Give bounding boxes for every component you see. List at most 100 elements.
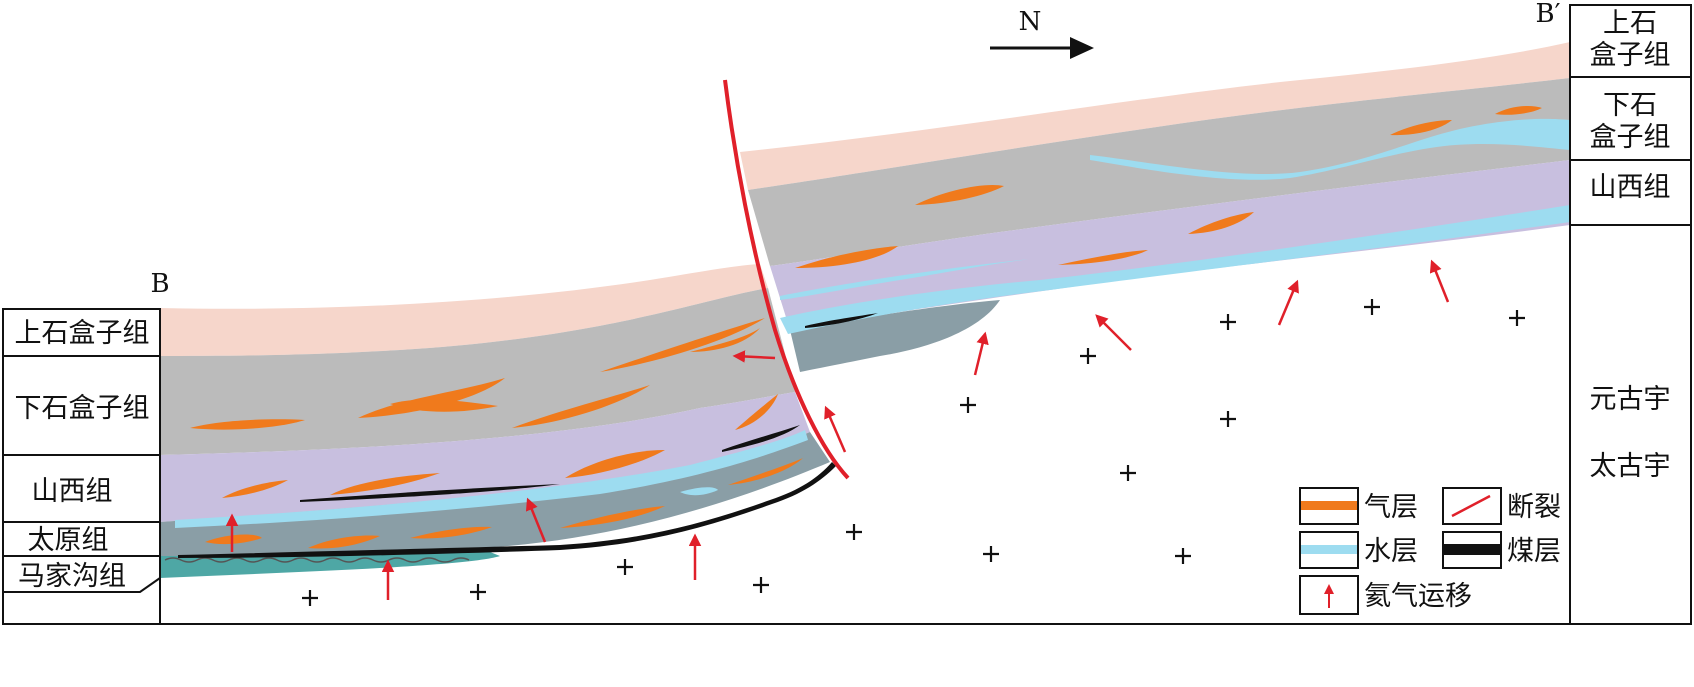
lower-shihezi-layer-left	[160, 288, 795, 455]
basement-cross	[617, 559, 633, 575]
coal-layers	[178, 313, 878, 558]
legend-label-water-layer: 水层	[1364, 536, 1418, 567]
migration-arrow	[824, 405, 847, 453]
water-layer-left	[175, 430, 808, 528]
water-layer-right-lower	[780, 205, 1570, 334]
legend-label-fault: 断裂	[1507, 492, 1561, 523]
legend-item-water-layer: 水层	[1299, 531, 1418, 569]
right-block-strata	[740, 42, 1570, 372]
gas-lens	[410, 526, 492, 539]
migration-arrow	[1429, 259, 1450, 303]
left-column-labels: 上石盒子组 下石盒子组 山西组 太原组 马家沟组	[15, 318, 150, 592]
left-block-strata	[160, 264, 830, 578]
right-column-labels: 上石 盒子组 下石 盒子组 山西组 元古宇 太古宇	[1590, 8, 1671, 482]
helium-migration-arrows	[225, 259, 1450, 600]
endpoint-label-left: B	[150, 269, 169, 299]
legend-item-fault: 断裂	[1442, 487, 1561, 525]
shanxi-layer-left	[160, 392, 810, 522]
legend-label-helium-migration: 氦气运移	[1364, 581, 1472, 612]
gas-lens	[222, 480, 288, 498]
legend: 气层 断裂 水层 煤层 氦气运移	[1299, 487, 1561, 615]
endpoint-label-right: B′	[1535, 0, 1560, 29]
upper-shihezi-layer-left	[160, 264, 768, 356]
migration-arrow	[1277, 279, 1299, 326]
left-unit-label-upper-shihezi: 上石盒子组	[15, 318, 150, 349]
right-unit-label-upper-shihezi-2: 盒子组	[1590, 40, 1671, 71]
right-basement-label-2: 太古宇	[1590, 451, 1671, 482]
migration-arrow	[525, 497, 547, 543]
left-unit-label-lower-shihezi: 下石盒子组	[15, 393, 150, 424]
coal-layer	[722, 425, 800, 452]
gas-lens	[795, 246, 898, 268]
legend-swatch-fault	[1451, 494, 1491, 518]
gas-lens	[560, 506, 665, 528]
right-unit-label-upper-shihezi-1: 上石	[1603, 8, 1657, 39]
basement-cross	[1120, 465, 1136, 481]
left-unit-label-majiagou: 马家沟组	[18, 561, 126, 592]
legend-item-gas-layer: 气层	[1299, 487, 1418, 525]
fault-line	[723, 79, 850, 480]
north-label: N	[1019, 7, 1042, 37]
taiyuan-layer-left	[160, 432, 830, 556]
migration-arrow	[973, 331, 989, 376]
basement-cross	[470, 584, 486, 600]
right-strat-column	[160, 4, 1692, 625]
gas-lens	[600, 318, 765, 372]
north-arrow: N	[990, 7, 1094, 59]
left-strat-column	[2, 308, 161, 625]
gas-lens	[735, 394, 778, 430]
basement-cross	[1175, 548, 1191, 564]
right-column-frame	[1569, 4, 1692, 625]
migration-arrow	[732, 350, 776, 363]
taiyuan-layer-right	[790, 300, 1000, 372]
gas-lens	[358, 378, 505, 418]
right-unit-label-lower-shihezi-1: 下石	[1603, 90, 1657, 121]
north-arrow-head	[1070, 37, 1094, 59]
gas-lens	[1495, 106, 1542, 115]
coal-layer	[805, 313, 878, 328]
legend-label-coal-layer: 煤层	[1507, 536, 1561, 567]
gas-lens	[330, 473, 440, 495]
basement-cross	[846, 524, 862, 540]
gas-lens	[1390, 120, 1452, 136]
water-layer-right-upper	[1090, 118, 1570, 180]
basement-cross	[1364, 299, 1380, 315]
basement-cross	[960, 397, 976, 413]
gas-lens	[1188, 212, 1254, 234]
right-basement-label-1: 元古宇	[1590, 384, 1671, 415]
left-unit-label-taiyuan: 太原组	[28, 525, 109, 556]
gas-lens	[1058, 250, 1148, 265]
basement-cross	[983, 546, 999, 562]
gas-lens	[565, 450, 665, 478]
legend-label-gas-layer: 气层	[1364, 492, 1418, 523]
upper-shihezi-layer-right	[740, 42, 1570, 190]
right-unit-label-lower-shihezi-2: 盒子组	[1590, 122, 1671, 153]
gas-lenses	[190, 106, 1542, 549]
lower-shihezi-layer-right	[748, 78, 1570, 266]
basement-cross	[753, 577, 769, 593]
basement-crosses	[302, 299, 1525, 606]
left-column-divider	[3, 577, 161, 593]
unconformity-line	[164, 557, 470, 563]
left-unit-label-shanxi: 山西组	[32, 476, 113, 507]
gas-lens	[190, 419, 305, 430]
legend-swatch-coal	[1444, 544, 1500, 555]
basement-cross	[1220, 314, 1236, 330]
migration-arrow	[1095, 314, 1132, 351]
water-lens-left-small	[680, 487, 718, 496]
basement-cross	[1220, 411, 1236, 427]
water-layer-right-mid	[780, 258, 1040, 300]
gas-lens	[390, 399, 498, 412]
basement-cross	[1080, 348, 1096, 364]
gas-lens	[205, 534, 262, 545]
legend-swatch-gas	[1301, 501, 1357, 510]
gas-lens	[308, 535, 380, 549]
basement-cross	[302, 590, 318, 606]
gas-lens	[690, 328, 760, 352]
right-unit-label-shanxi: 山西组	[1590, 172, 1671, 203]
legend-item-coal-layer: 煤层	[1442, 531, 1561, 569]
gas-lens	[915, 184, 1004, 205]
gas-lens	[512, 385, 650, 428]
legend-item-helium-migration: 氦气运移	[1299, 575, 1472, 615]
